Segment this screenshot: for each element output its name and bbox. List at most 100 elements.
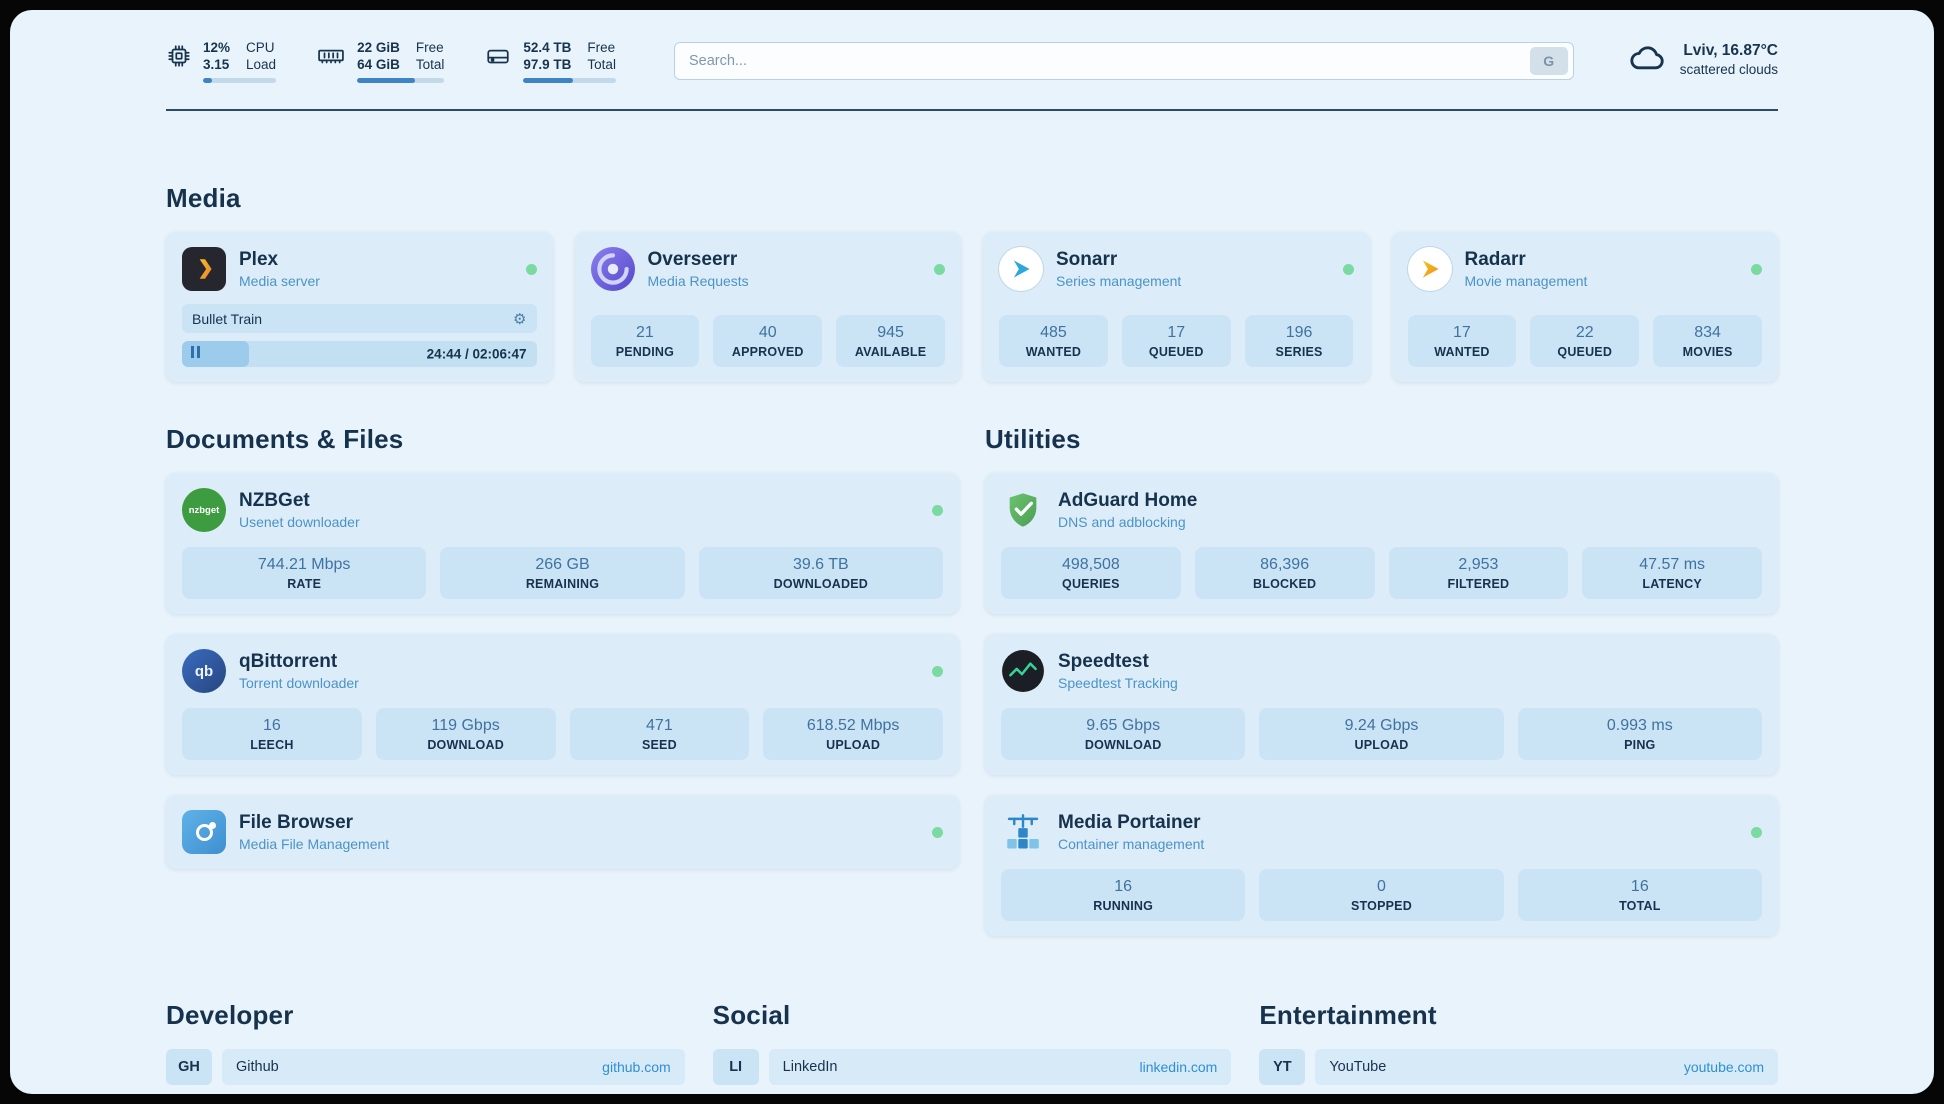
- overseerr-subtitle: Media Requests: [647, 273, 749, 289]
- search-engine-button[interactable]: G: [1529, 47, 1568, 75]
- playback-progress-bar[interactable]: 24:44 / 02:06:47: [182, 341, 537, 367]
- nzbget-subtitle: Usenet downloader: [239, 514, 360, 530]
- bookmark-name: YouTube: [1329, 1059, 1387, 1075]
- section-title-utilities: Utilities: [985, 424, 1081, 454]
- plex-icon: [182, 247, 226, 291]
- stat-value: 196: [1285, 324, 1313, 341]
- app-card-plex[interactable]: Plex Media server Bullet Train ⚙: [166, 232, 553, 382]
- stat-remaining: 266 GB REMAINING: [440, 547, 685, 599]
- header-divider: [166, 109, 1778, 111]
- stat-blocked: 86,396 BLOCKED: [1194, 547, 1375, 599]
- speedtest-stats: 9.65 Gbps DOWNLOAD 9.24 Gbps UPLOAD 0.99…: [1001, 708, 1762, 760]
- cpu-icon: [166, 43, 192, 83]
- qbittorrent-icon: qb: [182, 649, 226, 693]
- stat-available: 945 AVAILABLE: [836, 315, 945, 367]
- nzbget-meta: NZBGet Usenet downloader: [239, 490, 360, 530]
- portainer-meta: Media Portainer Container management: [1058, 812, 1204, 852]
- github-abbr-badge: GH: [166, 1049, 212, 1085]
- stat-label: DOWNLOADED: [773, 577, 868, 591]
- section-utilities: Utilities AdGuard Home: [985, 424, 1778, 936]
- sonarr-status-dot: [1342, 263, 1354, 275]
- search-input[interactable]: [688, 53, 1530, 69]
- app-card-portainer[interactable]: Media Portainer Container management 16 …: [985, 795, 1778, 936]
- stat-label: RUNNING: [1093, 899, 1154, 913]
- stat-label: PENDING: [615, 345, 675, 359]
- ram-icon: [316, 43, 346, 83]
- overseerr-stats: 21 PENDING 40 APPROVED 945 AVAILABLE: [590, 315, 946, 367]
- radarr-card-head: Radarr Movie management: [1407, 247, 1762, 291]
- portainer-card-head: Media Portainer Container management: [1001, 810, 1762, 854]
- ram-free-value: 22 GiB: [357, 40, 400, 55]
- radarr-meta: Radarr Movie management: [1465, 249, 1588, 289]
- weather-location: Lviv, 16.87°C: [1683, 42, 1778, 59]
- stat-queued: 17 QUEUED: [1121, 315, 1231, 367]
- stat-value: 40: [758, 324, 777, 341]
- filebrowser-icon: [182, 810, 226, 854]
- qbittorrent-stats: 16 LEECH 119 Gbps DOWNLOAD 471 SEED 61: [182, 708, 943, 760]
- stat-value: 9.65 Gbps: [1086, 717, 1161, 734]
- plex-now-playing: Bullet Train ⚙ 24:44 / 02:06:47: [182, 304, 537, 367]
- overseerr-meta: Overseerr Media Requests: [648, 249, 749, 289]
- pause-icon[interactable]: [191, 345, 203, 363]
- gear-icon[interactable]: ⚙: [513, 310, 527, 328]
- stat-value: 86,396: [1260, 556, 1310, 573]
- stat-value: 21: [636, 324, 654, 341]
- plex-card-head: Plex Media server: [182, 247, 537, 291]
- app-card-sonarr[interactable]: Sonarr Series management 485 WANTED 17 Q…: [983, 232, 1370, 382]
- stat-label: PING: [1624, 738, 1656, 752]
- stat-latency: 47.57 ms LATENCY: [1582, 547, 1762, 599]
- stat-value: 47.57 ms: [1639, 556, 1706, 573]
- bookmark-linkedin[interactable]: LI LinkedIn linkedin.com: [712, 1049, 1232, 1085]
- stat-label: QUERIES: [1062, 577, 1120, 591]
- stat-approved: 40 APPROVED: [713, 315, 823, 367]
- now-playing-title: Bullet Train: [192, 310, 263, 327]
- stat-label: LATENCY: [1642, 577, 1702, 591]
- nzbget-icon: nzbget: [182, 488, 226, 532]
- stat-label: DOWNLOAD: [1084, 738, 1162, 752]
- section-title-media: Media: [166, 183, 241, 213]
- disk-monitor-body: 52.4 TB Free 97.9 TB Total: [523, 40, 616, 83]
- weather-text: Lviv, 16.87°C scattered clouds: [1680, 42, 1778, 77]
- radarr-icon: [1407, 247, 1452, 291]
- app-card-qbittorrent[interactable]: qb qBittorrent Torrent downloader 16 LEE…: [166, 634, 959, 775]
- app-card-radarr[interactable]: Radarr Movie management 17 WANTED 22 QUE…: [1391, 232, 1778, 382]
- ram-free-label: Free: [415, 40, 444, 55]
- bookmark-youtube[interactable]: YT YouTube youtube.com: [1259, 1049, 1778, 1085]
- sonarr-stats: 485 WANTED 17 QUEUED 196 SERIES: [999, 315, 1354, 367]
- stat-stopped: 0 STOPPED: [1259, 869, 1504, 921]
- plex-status-dot: [525, 263, 537, 275]
- section-media: Media Plex Media server: [166, 183, 1778, 382]
- portainer-status-dot: [1751, 826, 1762, 838]
- cloud-icon: [1628, 42, 1668, 77]
- app-card-speedtest[interactable]: Speedtest Speedtest Tracking 9.65 Gbps D…: [985, 634, 1778, 775]
- stat-label: WANTED: [1025, 345, 1082, 359]
- qbittorrent-status-dot: [932, 665, 943, 677]
- app-card-nzbget[interactable]: nzbget NZBGet Usenet downloader 744.21 M…: [166, 473, 959, 614]
- radarr-name: Radarr: [1464, 249, 1526, 270]
- stat-total: 16 TOTAL: [1517, 869, 1762, 921]
- filebrowser-name: File Browser: [239, 812, 354, 833]
- cpu-progress-bar: [203, 78, 277, 83]
- disk-free-label: Free: [587, 40, 616, 55]
- app-card-overseerr[interactable]: Overseerr Media Requests 21 PENDING 40 A…: [574, 232, 961, 382]
- cpu-monitor-values: 12% CPU 3.15 Load: [203, 40, 276, 72]
- stat-label: SERIES: [1275, 345, 1323, 359]
- stat-value: 17: [1453, 324, 1471, 341]
- sonarr-name: Sonarr: [1056, 249, 1118, 270]
- stat-label: FILTERED: [1447, 577, 1510, 591]
- app-card-adguard[interactable]: AdGuard Home DNS and adblocking 498,508 …: [985, 473, 1778, 614]
- plex-meta: Plex Media server: [239, 249, 320, 289]
- bookmark-sections: Developer GH Github github.com SO StackO…: [166, 1000, 1778, 1094]
- app-card-filebrowser[interactable]: File Browser Media File Management: [166, 795, 959, 869]
- dashboard-page: 12% CPU 3.15 Load: [10, 10, 1934, 1094]
- stat-label: STOPPED: [1351, 899, 1412, 913]
- portainer-icon: [1001, 810, 1045, 854]
- disk-monitor: 52.4 TB Free 97.9 TB Total: [484, 40, 616, 83]
- sonarr-meta: Sonarr Series management: [1056, 249, 1181, 289]
- bookmark-github[interactable]: GH Github github.com: [166, 1049, 685, 1085]
- bookmark-name: LinkedIn: [782, 1059, 838, 1075]
- cpu-usage-label: CPU: [246, 40, 275, 55]
- disk-progress-bar: [523, 78, 616, 83]
- section-developer: Developer GH Github github.com SO StackO…: [166, 1000, 685, 1094]
- stat-value: 119 Gbps: [431, 717, 500, 734]
